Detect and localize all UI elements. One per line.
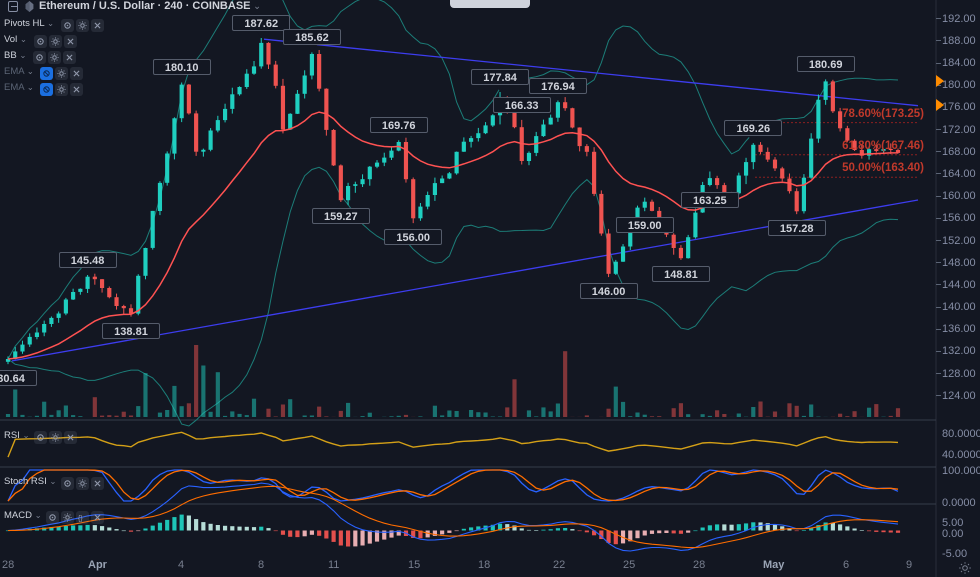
svg-text:{}: {} bbox=[78, 516, 83, 523]
